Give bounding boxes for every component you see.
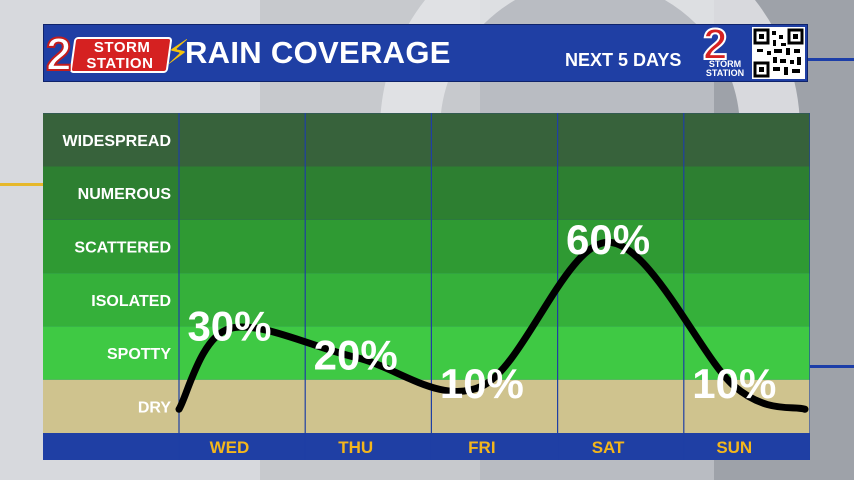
coverage-line [175,238,809,413]
band-numerous [43,166,810,220]
accent-line-blue-mid [808,365,854,368]
day-label-sun: SUN [716,438,752,457]
storm-station-logo: STORM STATION 2 ⚡ [45,28,190,80]
day-axis-strip [43,433,810,460]
qr-code-icon [752,27,805,79]
value-label-fri: 10% [440,360,524,407]
level-label-numerous: NUMEROUS [78,186,172,203]
value-label-sat: 60% [566,216,650,263]
logo-line1: STORM [93,39,151,56]
level-label-scattered: SCATTERED [74,239,171,256]
day-label-sat: SAT [592,438,625,457]
logo-badge: STORM STATION [69,37,173,73]
accent-line-gold [0,183,44,186]
logo-line2: STATION [86,55,154,72]
day-label-wed: WED [210,438,250,457]
coverage-curve [175,238,809,413]
level-label-spotty: SPOTTY [107,346,171,363]
station-logo-right: 2 STORM STATION [699,22,751,79]
accent-line-blue-top [808,58,854,61]
value-label-sun: 10% [692,360,776,407]
level-label-widespread: WIDESPREAD [63,133,171,150]
header-bar: STORM STATION 2 ⚡ RAIN COVERAGE NEXT 5 D… [43,22,808,82]
page-subtitle: NEXT 5 DAYS [565,50,682,70]
day-label-fri: FRI [468,438,495,457]
page-title: RAIN COVERAGE [185,35,451,70]
band-scattered [43,219,810,274]
coverage-bands [43,113,810,460]
logo-number: 2 [45,28,73,80]
level-label-dry: DRY [138,399,172,416]
right-logo-line2: STATION [705,68,745,78]
band-widespread [43,113,810,167]
band-spotty [43,326,810,380]
lightning-bolt-icon: ⚡ [166,34,190,72]
value-label-wed: 30% [187,303,271,350]
rain-coverage-chart: DRY SPOTTY ISOLATED SCATTERED NUMEROUS WIDESP… [43,113,810,460]
right-logo-line1: STORM [708,59,742,69]
day-label-thu: THU [338,438,373,457]
value-label-thu: 20% [314,331,398,378]
day-labels: WED THU FRI SAT SUN [210,438,753,457]
value-labels: 30% 20% 10% 60% 10% [187,216,776,407]
right-logo-number: 2 [702,20,729,69]
level-label-isolated: ISOLATED [91,293,171,310]
coverage-level-labels: DRY SPOTTY ISOLATED SCATTERED NUMEROUS WIDESP… [63,133,172,417]
